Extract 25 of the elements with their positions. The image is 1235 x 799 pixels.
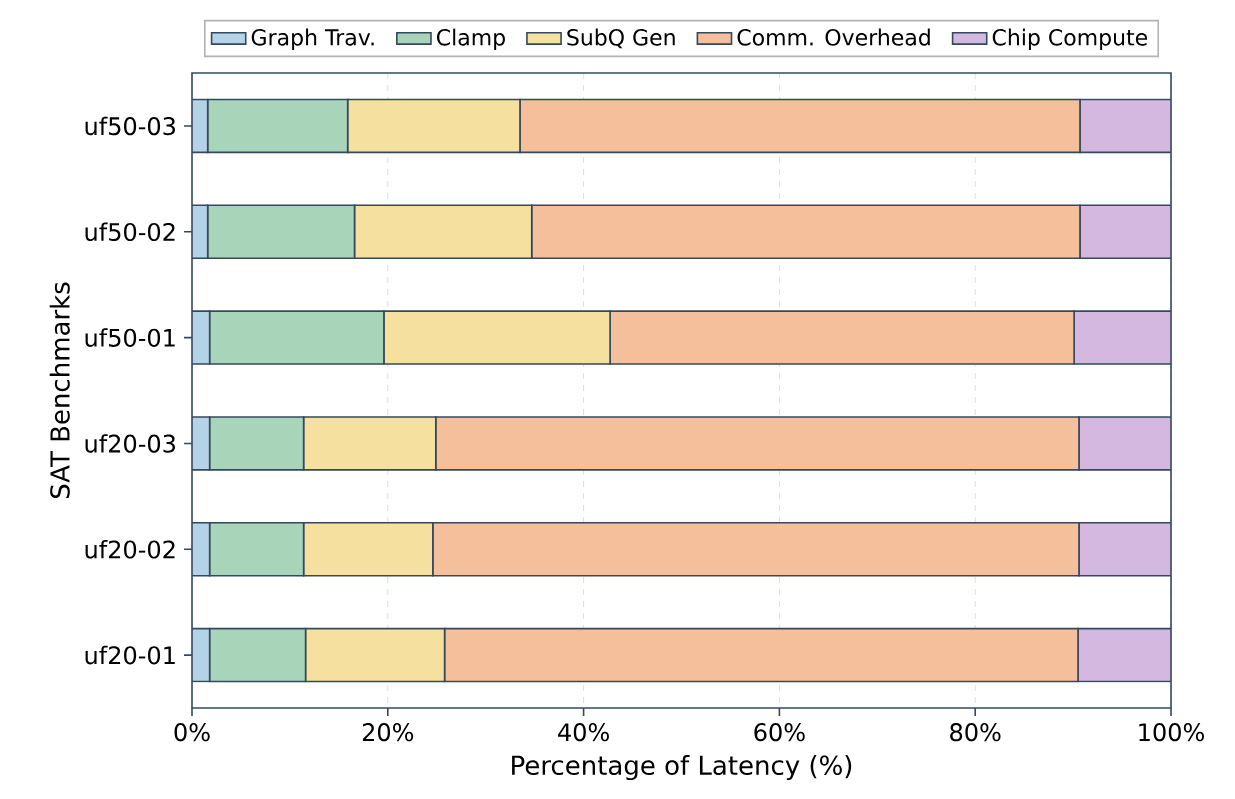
legend-label: Graph Trav. — [251, 28, 374, 50]
x-tick-label: 40% — [558, 723, 609, 742]
y-tick-label: uf20-02 — [85, 539, 175, 559]
bar — [1077, 627, 1172, 683]
y-axis-title: SAT Benchmarks — [49, 282, 70, 499]
legend-label: Comm. Overhead — [737, 28, 930, 46]
bar — [1078, 416, 1172, 471]
x-tick-label: 60% — [754, 723, 805, 742]
y-tick-label: uf50-03 — [85, 116, 175, 136]
x-tick-label: 100% — [1139, 723, 1204, 742]
bar — [1078, 522, 1172, 577]
x-tick-label: 20% — [362, 723, 414, 742]
legend-label: SubQ Gen — [567, 28, 675, 49]
y-tick-label: uf50-01 — [85, 328, 175, 347]
x-axis-title: Percentage of Latency (%) — [512, 754, 852, 781]
bar — [1079, 98, 1172, 154]
legend-label: Clamp — [437, 28, 505, 50]
bar — [1073, 310, 1172, 365]
y-tick-label: uf20-01 — [85, 645, 175, 665]
x-tick-label: 0% — [174, 723, 210, 742]
legend-label: Chip Compute — [992, 28, 1148, 50]
y-tick-label: uf20-03 — [85, 434, 175, 453]
y-tick-label: uf50-02 — [85, 222, 175, 242]
bar — [1079, 204, 1172, 260]
x-tick-label: 80% — [950, 723, 1001, 742]
